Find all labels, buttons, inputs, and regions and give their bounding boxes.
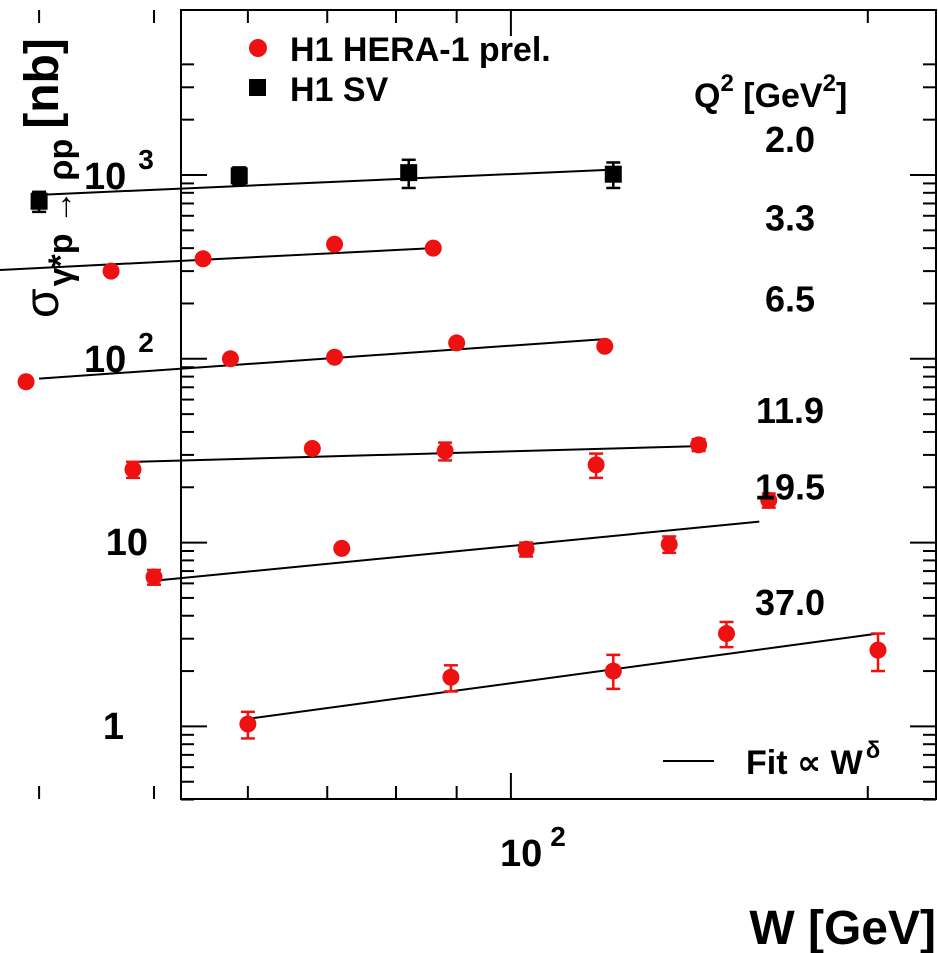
data-point-6.5-2 bbox=[326, 348, 344, 366]
data-point-37.0-4 bbox=[869, 641, 887, 659]
axis-ticks bbox=[38, 10, 936, 801]
data-point-11.9-2 bbox=[436, 442, 454, 460]
data-point-3.3-4 bbox=[424, 239, 442, 257]
data-point-37.0-1 bbox=[442, 668, 460, 686]
legend: H1 HERA-1 prel. H1 SV bbox=[249, 31, 551, 109]
data-point-2.0-2 bbox=[400, 164, 418, 182]
q2-label-19.5: 19.5 bbox=[755, 466, 825, 507]
data-point-3.3-2 bbox=[194, 250, 212, 268]
legend-marker-square bbox=[249, 79, 266, 96]
series-2.0: 2.0 bbox=[30, 119, 815, 214]
y-axis-title-subscript: γ*p → ρp bbox=[42, 139, 80, 287]
q2-label-2.0: 2.0 bbox=[765, 119, 815, 160]
legend-label-hera: H1 HERA-1 prel. bbox=[290, 31, 551, 69]
q2-header: Q2 [GeV2] bbox=[694, 70, 847, 115]
data-point-2.0-3 bbox=[604, 165, 622, 183]
y-tick-label-1: 1 bbox=[103, 706, 124, 748]
data-point-37.0-3 bbox=[717, 625, 735, 643]
series-3.3: 3.3 bbox=[0, 197, 815, 280]
legend-label-sv: H1 SV bbox=[290, 71, 389, 109]
series-19.5: 19.5 bbox=[145, 466, 825, 586]
fit-line-6.5 bbox=[39, 338, 605, 380]
y-tick-label-1000-exp: 3 bbox=[138, 144, 154, 175]
data-point-6.5-0 bbox=[17, 373, 35, 391]
series-6.5: 6.5 bbox=[17, 279, 815, 391]
plot-frame bbox=[180, 9, 937, 800]
data-point-19.5-3 bbox=[660, 535, 678, 553]
q2-header-unit-open: [GeV bbox=[734, 77, 823, 115]
data-point-19.5-0 bbox=[145, 568, 163, 586]
data-point-11.9-4 bbox=[690, 436, 708, 454]
x-tick-label-100: 10 2 bbox=[500, 821, 566, 875]
data-point-6.5-4 bbox=[596, 337, 614, 355]
q2-label-3.3: 3.3 bbox=[765, 197, 815, 238]
y-tick-label-100-exp: 2 bbox=[138, 327, 154, 358]
data-point-19.5-1 bbox=[333, 539, 351, 557]
data-point-3.3-1 bbox=[102, 262, 120, 280]
data-point-3.3-3 bbox=[326, 235, 344, 253]
fit-line-2.0 bbox=[39, 168, 614, 196]
fit-line-37.0 bbox=[247, 632, 879, 720]
q2-header-exp1: 2 bbox=[720, 70, 733, 97]
x-axis-title: W [GeV] bbox=[749, 902, 936, 953]
data-point-2.0-0 bbox=[30, 192, 48, 210]
data-point-37.0-0 bbox=[239, 715, 257, 733]
q2-header-exp2: 2 bbox=[823, 70, 836, 97]
y-axis-title: σγ*p → ρp [nb] bbox=[16, 38, 80, 318]
data-point-6.5-3 bbox=[448, 334, 466, 352]
x-tick-label-100-exp: 2 bbox=[550, 821, 566, 852]
data-point-11.9-1 bbox=[303, 440, 321, 458]
fit-line-11.9 bbox=[132, 445, 699, 463]
series-layer: 2.0 3.3 6.5 11.9 19.5 37.0 bbox=[0, 119, 887, 740]
data-point-19.5-4 bbox=[760, 491, 778, 509]
data-point-19.5-2 bbox=[517, 540, 535, 558]
y-axis-title-unit: [nb] bbox=[16, 38, 69, 129]
q2-label-6.5: 6.5 bbox=[765, 279, 815, 320]
fit-line-19.5 bbox=[153, 520, 760, 582]
fit-legend-exp: δ bbox=[866, 737, 881, 764]
data-point-37.0-2 bbox=[604, 662, 622, 680]
data-point-6.5-1 bbox=[221, 350, 239, 368]
y-tick-label-10: 10 bbox=[106, 522, 148, 564]
fit-line-3.3 bbox=[0, 247, 434, 271]
q2-label-11.9: 11.9 bbox=[756, 390, 824, 431]
q2-header-unit-close: ] bbox=[836, 77, 847, 115]
data-point-11.9-0 bbox=[124, 460, 142, 478]
x-tick-label-100-base: 10 bbox=[500, 833, 542, 875]
series-37.0: 37.0 bbox=[239, 582, 887, 740]
data-point-2.0-1 bbox=[230, 167, 248, 185]
q2-header-base: Q bbox=[694, 77, 720, 115]
series-11.9: 11.9 bbox=[124, 390, 824, 480]
fit-legend-text: Fit ∝ W bbox=[746, 744, 864, 782]
legend-marker-circle bbox=[249, 39, 267, 57]
data-point-11.9-3 bbox=[587, 456, 605, 474]
y-axis-title-symbol: σ bbox=[16, 288, 69, 318]
q2-label-37.0: 37.0 bbox=[755, 582, 825, 623]
